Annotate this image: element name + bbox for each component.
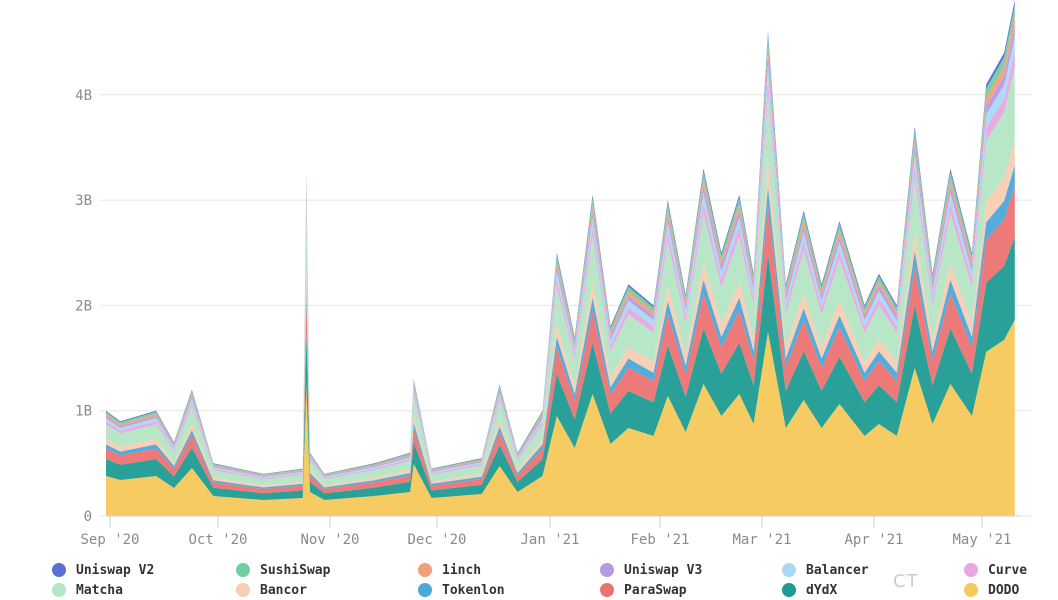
- legend-item-tokenlon[interactable]: Tokenlon: [418, 580, 505, 600]
- stacked-area-chart: 0 1B 2B 3B 4B Sep '20 Oct '20 Nov '20 Dec '20 Ja…: [75, 0, 1032, 548]
- legend-swatch: [964, 583, 978, 597]
- legend-item-dodo[interactable]: DODO: [964, 580, 1019, 600]
- legend-item-bancor[interactable]: Bancor: [236, 580, 307, 600]
- legend-item-balancer[interactable]: Balancer: [782, 560, 869, 580]
- x-tick-label-3: Dec '20: [407, 532, 466, 548]
- x-tick-label-5: Feb '21: [630, 532, 689, 548]
- y-tick-label-1: 1B: [75, 404, 92, 420]
- legend-label: 1inch: [442, 562, 482, 578]
- area-dydx: [106, 237, 1015, 500]
- legend-swatch: [964, 563, 978, 577]
- watermark-text: CT: [893, 570, 919, 592]
- x-tick-label-7: Apr '21: [844, 532, 903, 548]
- chart-area-layers: [106, 0, 1015, 516]
- legend-swatch: [782, 563, 796, 577]
- legend-swatch: [418, 563, 432, 577]
- x-tick-label-1: Oct '20: [188, 532, 247, 548]
- chart-legend: Uniswap V2 SushiSwap 1inch Uniswap V3 Balanc…: [0, 556, 1058, 598]
- x-tick-label-2: Nov '20: [300, 532, 359, 548]
- legend-swatch: [52, 563, 66, 577]
- legend-label: Curve: [988, 562, 1028, 578]
- legend-label: Tokenlon: [442, 582, 505, 598]
- x-tick-label-0: Sep '20: [80, 532, 139, 548]
- x-tick-label-8: May '21: [952, 532, 1011, 548]
- legend-item-1inch[interactable]: 1inch: [418, 560, 481, 580]
- legend-item-curve[interactable]: Curve: [964, 560, 1027, 580]
- x-tick-label-4: Jan '21: [520, 532, 579, 548]
- legend-label: DODO: [988, 582, 1020, 598]
- area-dodo: [106, 319, 1015, 516]
- legend-swatch: [236, 563, 250, 577]
- x-tick-label-6: Mar '21: [732, 532, 791, 548]
- y-tick-label-2: 2B: [75, 298, 92, 314]
- legend-label: Balancer: [806, 562, 869, 578]
- legend-item-matcha[interactable]: Matcha: [52, 580, 123, 600]
- legend-item-uniswap-v3[interactable]: Uniswap V3: [600, 560, 702, 580]
- legend-label: Uniswap V3: [624, 562, 703, 578]
- legend-label: SushiSwap: [260, 562, 331, 578]
- x-axis: Sep '20 Oct '20 Nov '20 Dec '20 Jan '21 Feb '…: [80, 515, 1022, 548]
- legend-swatch: [782, 583, 796, 597]
- legend-swatch: [600, 563, 614, 577]
- legend-swatch: [418, 583, 432, 597]
- y-tick-label-0: 0: [84, 509, 92, 525]
- legend-item-paraswap[interactable]: ParaSwap: [600, 580, 687, 600]
- legend-label: Matcha: [76, 582, 123, 598]
- legend-swatch: [600, 583, 614, 597]
- legend-label: ParaSwap: [624, 582, 687, 598]
- legend-label: dYdX: [806, 582, 838, 598]
- y-tick-label-3: 3B: [75, 193, 92, 209]
- y-tick-label-4: 4B: [75, 88, 92, 104]
- legend-item-sushiswap[interactable]: SushiSwap: [236, 560, 330, 580]
- legend-label: Bancor: [260, 582, 307, 598]
- legend-label: Uniswap V2: [76, 562, 155, 578]
- legend-swatch: [236, 583, 250, 597]
- legend-swatch: [52, 583, 66, 597]
- legend-item-uniswap-v2[interactable]: Uniswap V2: [52, 560, 154, 580]
- legend-item-dydx[interactable]: dYdX: [782, 580, 837, 600]
- y-axis: 0 1B 2B 3B 4B: [75, 88, 92, 525]
- watermark: CT: [893, 566, 953, 596]
